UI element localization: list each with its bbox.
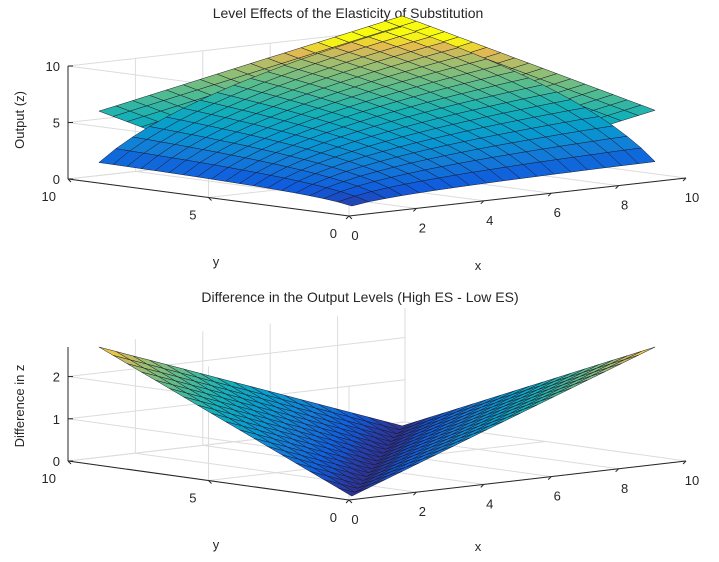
surface-patch [609,351,642,365]
chart-2-z-axis-label: Difference in z [12,365,27,448]
chart-1-tick-labels: 0 2 4 6 8 10 0 5 10 0 5 10 [42,59,700,243]
x-tick-label: 10 [685,473,699,488]
z-tick-label: 10 [46,59,60,74]
x-tick-label: 6 [554,205,561,220]
x-tick-label: 0 [351,512,358,527]
chart-2-x-axis-label: x [475,539,482,554]
chart-2-axes [67,347,687,504]
chart-1-axes [67,65,687,220]
surface-patch [98,105,131,117]
z-tick-label: 0 [53,172,60,187]
y-tick-label: 5 [189,208,196,223]
chart-2-y-axis-label: y [213,537,220,552]
chart-1-y-axis-label: y [213,254,220,269]
surface-patch [98,346,130,360]
y-tick-label: 0 [330,226,337,241]
z-tick-label: 2 [53,370,60,385]
chart-1-x-axis-label: x [475,258,482,273]
chart-1-z-axis-label: Output (z) [12,91,27,149]
x-tick-label: 2 [419,504,426,519]
chart-2-surface-plot: 0 2 4 6 8 10 0 5 10 0 1 2 [42,308,700,527]
z-tick-label: 5 [53,116,60,131]
x-tick-label: 8 [621,481,628,496]
y-tick-label: 10 [42,189,56,204]
chart-2-surfaces [98,346,656,497]
chart-1-series-2-mesh [98,26,656,207]
chart-2-series-1-mesh [98,346,656,497]
x-tick-label: 4 [486,213,493,228]
x-tick-label: 10 [685,190,699,205]
y-tick-label: 10 [42,471,56,486]
y-tick-label: 5 [189,491,196,506]
x-tick-label: 0 [351,228,358,243]
chart-2-title: Difference in the Output Levels (High ES… [201,289,518,305]
x-tick-label: 6 [554,489,561,504]
chart-1-surfaces [98,15,656,207]
z-tick-label: 0 [53,454,60,469]
surface-patch [624,346,656,360]
x-tick-label: 8 [621,198,628,213]
x-tick-label: 4 [486,496,493,511]
surface-patch [98,148,131,165]
z-tick-label: 1 [53,412,60,427]
chart-1-surface-plot: 0 2 4 6 8 10 0 5 10 0 5 10 [42,15,700,243]
chart-2-tick-labels: 0 2 4 6 8 10 0 5 10 0 1 2 [42,370,700,527]
x-tick-label: 2 [419,220,426,235]
y-tick-label: 0 [330,510,337,525]
chart-1-title: Level Effects of the Elasticity of Subst… [213,5,484,21]
